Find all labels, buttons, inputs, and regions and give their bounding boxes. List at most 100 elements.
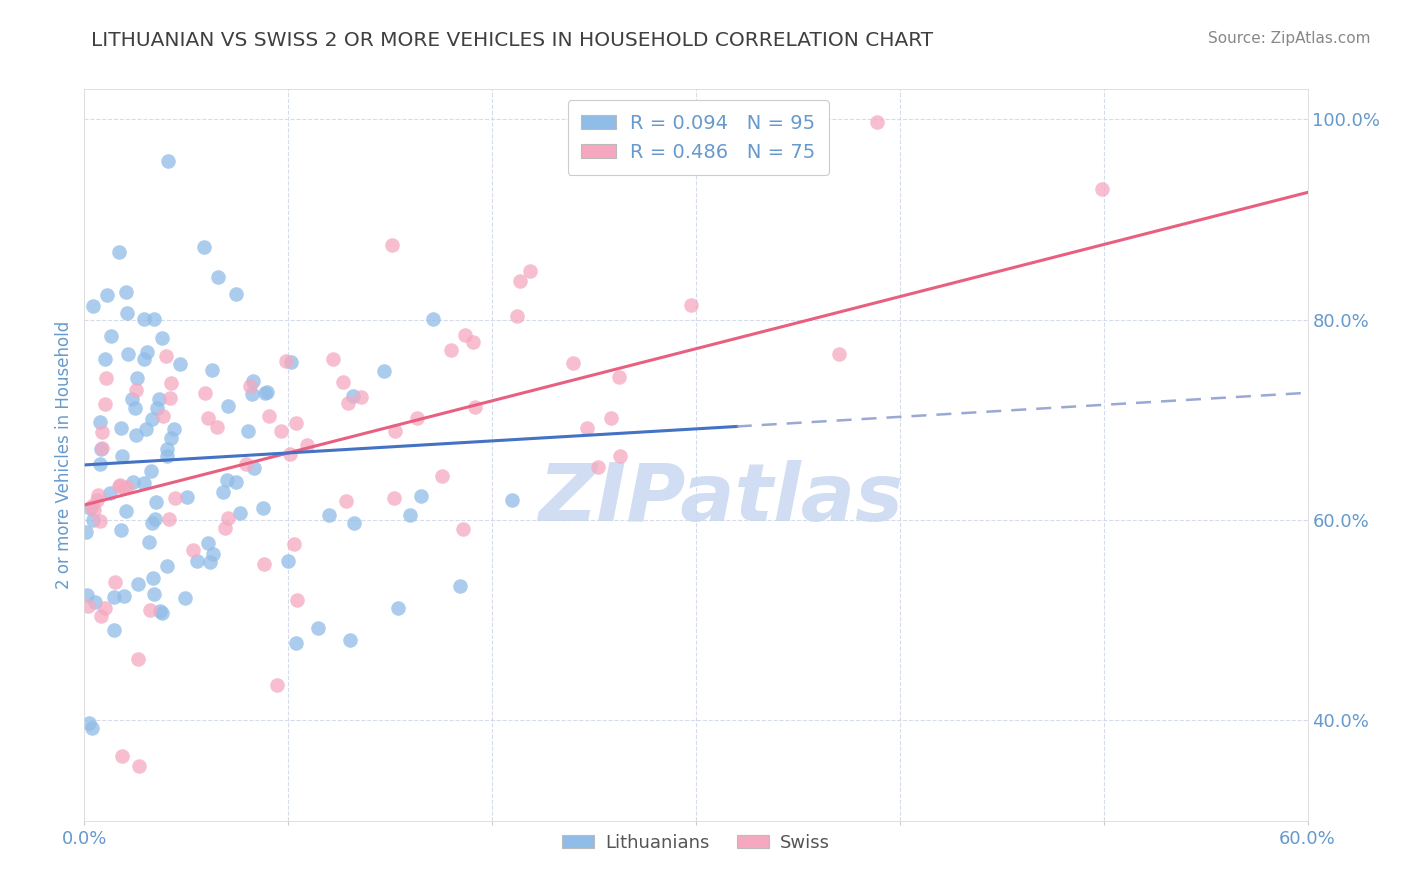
Point [134, 312, 156, 326]
Point [561, 356, 583, 370]
Point [150, 331, 173, 345]
Point [89, 415, 111, 429]
Text: ZIPatlas: ZIPatlas [538, 459, 903, 538]
Point [215, 473, 238, 487]
Point [252, 501, 274, 516]
Point [155, 350, 177, 364]
Point [98, 485, 121, 500]
Point [828, 347, 851, 361]
Point [103, 623, 125, 637]
Point [145, 495, 167, 509]
Point [108, 478, 131, 492]
Point [156, 558, 179, 573]
Point [586, 459, 609, 474]
Point [93, 351, 115, 366]
Point [464, 400, 486, 414]
Text: LITHUANIAN VS SWISS 2 OR MORE VEHICLES IN HOUSEHOLD CORRELATION CHART: LITHUANIAN VS SWISS 2 OR MORE VEHICLES I… [91, 31, 934, 50]
Point [111, 748, 134, 763]
Point [373, 363, 395, 377]
Point [197, 536, 219, 550]
Point [451, 522, 474, 536]
Point [89, 457, 111, 471]
Point [501, 493, 523, 508]
Legend: Lithuanians, Swiss: Lithuanians, Swiss [555, 827, 837, 859]
Point [143, 587, 166, 601]
Point [235, 458, 257, 472]
Point [150, 607, 173, 621]
Point [141, 516, 163, 531]
Point [440, 343, 463, 357]
Point [449, 578, 471, 592]
Text: Source: ZipAtlas.com: Source: ZipAtlas.com [1208, 31, 1371, 46]
Point [148, 392, 170, 406]
Point [576, 421, 599, 435]
Point [278, 447, 301, 461]
Point [82, 299, 104, 313]
Point [135, 344, 157, 359]
Point [387, 600, 409, 615]
Point [270, 424, 292, 438]
Point [134, 476, 156, 491]
Point [79, 501, 101, 516]
Point [243, 460, 266, 475]
Point [139, 603, 162, 617]
Point [384, 425, 406, 439]
Point [350, 390, 373, 404]
Point [165, 491, 187, 506]
Point [225, 475, 247, 489]
Point [82, 513, 104, 527]
Point [127, 576, 149, 591]
Point [115, 479, 138, 493]
Point [142, 571, 165, 585]
Point [122, 475, 145, 489]
Point [229, 506, 252, 520]
Point [409, 489, 432, 503]
Point [143, 512, 166, 526]
Point [509, 274, 531, 288]
Point [75, 525, 97, 540]
Point [114, 504, 136, 518]
Point [205, 420, 228, 434]
Point [94, 601, 117, 615]
Point [111, 449, 134, 463]
Point [100, 329, 122, 343]
Point [90, 442, 112, 456]
Point [332, 375, 354, 389]
Point [77, 715, 100, 730]
Point [104, 575, 127, 590]
Point [336, 396, 359, 410]
Point [152, 409, 174, 424]
Point [176, 491, 198, 505]
Point [114, 285, 136, 299]
Point [609, 370, 631, 384]
Point [200, 555, 222, 569]
Point [121, 392, 143, 406]
Point [461, 334, 484, 349]
Point [212, 485, 235, 500]
Point [600, 410, 623, 425]
Point [159, 391, 181, 405]
Point [103, 591, 125, 605]
Point [94, 396, 117, 410]
Point [77, 599, 100, 614]
Point [239, 378, 262, 392]
Point [254, 386, 277, 401]
Point [117, 347, 139, 361]
Point [157, 512, 180, 526]
Point [90, 442, 112, 457]
Point [80, 499, 103, 513]
Point [295, 438, 318, 452]
Point [866, 115, 889, 129]
Point [284, 636, 307, 650]
Point [89, 514, 111, 528]
Point [125, 428, 148, 442]
Point [110, 524, 132, 538]
Point [169, 357, 191, 371]
Point [186, 554, 208, 568]
Point [76, 588, 98, 602]
Point [181, 542, 204, 557]
Point [194, 386, 217, 401]
Point [519, 263, 541, 277]
Point [174, 591, 197, 606]
Point [609, 450, 631, 464]
